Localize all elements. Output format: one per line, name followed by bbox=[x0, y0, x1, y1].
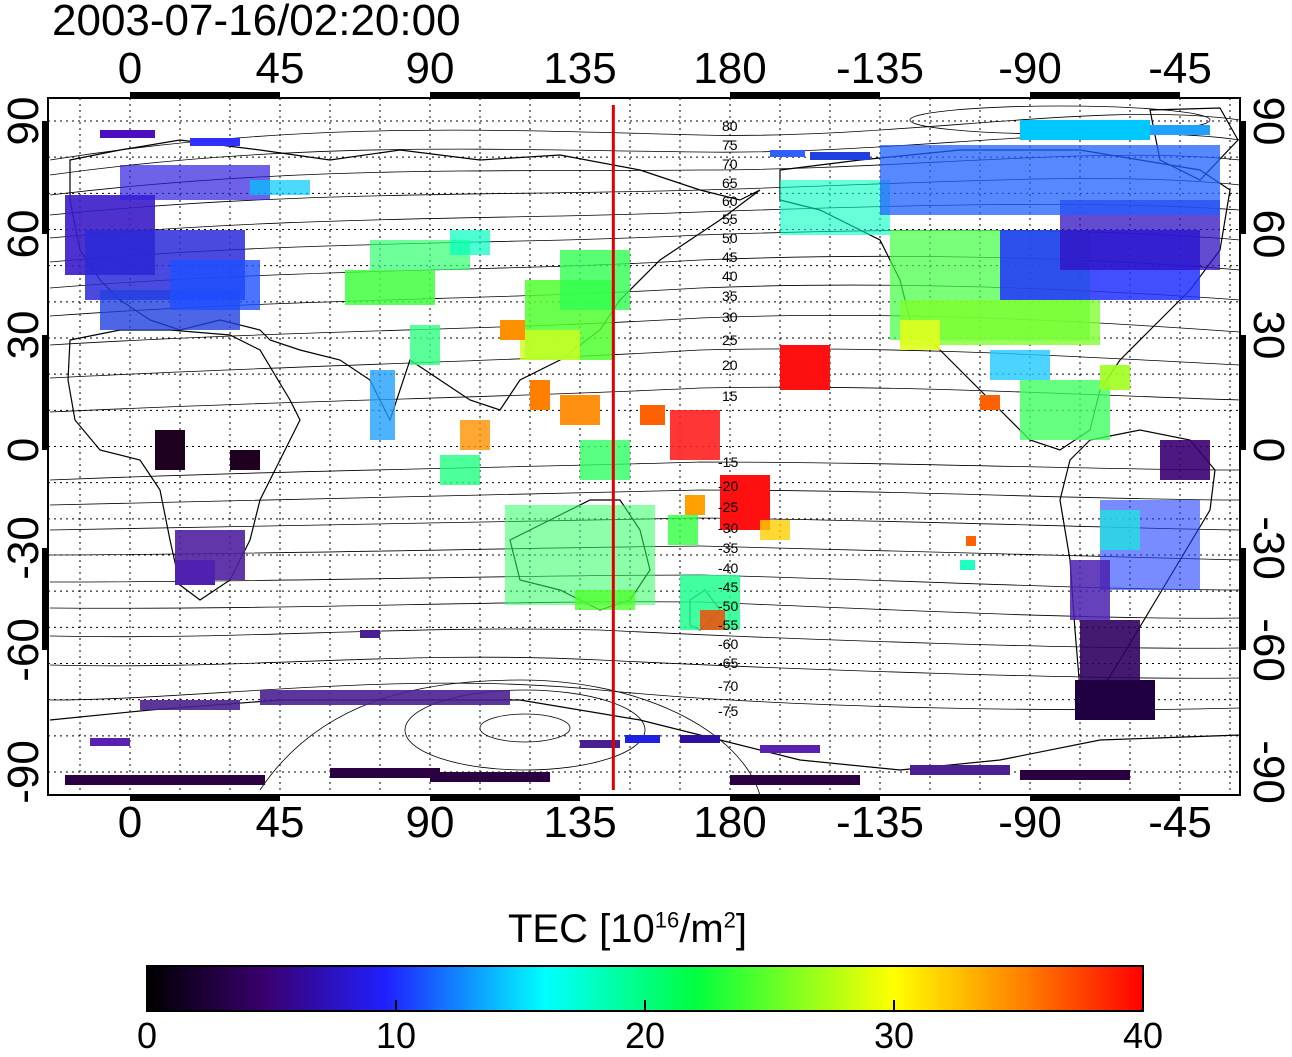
svg-text:15: 15 bbox=[722, 388, 738, 404]
colorbar-tick-label: 20 bbox=[624, 1015, 666, 1056]
lon-tick-bottom: -135 bbox=[835, 798, 925, 847]
svg-text:75: 75 bbox=[722, 137, 738, 153]
svg-text:-55: -55 bbox=[718, 617, 738, 633]
lon-tick-top: -135 bbox=[835, 44, 925, 93]
timestamp-title: 2003-07-16/02:20:00 bbox=[52, 0, 461, 45]
svg-text:-50: -50 bbox=[718, 598, 738, 614]
lon-tick-bottom: -45 bbox=[1148, 798, 1212, 847]
svg-text:20: 20 bbox=[722, 357, 738, 373]
svg-text:-70: -70 bbox=[718, 678, 738, 694]
lon-tick-top: 180 bbox=[693, 44, 767, 93]
svg-text:55: 55 bbox=[722, 211, 738, 227]
svg-text:40: 40 bbox=[722, 268, 738, 284]
svg-text:45: 45 bbox=[722, 249, 738, 265]
svg-text:-35: -35 bbox=[718, 540, 738, 556]
svg-text:-15: -15 bbox=[718, 454, 738, 470]
svg-text:-65: -65 bbox=[718, 655, 738, 671]
lon-tick-top: 90 bbox=[405, 44, 455, 93]
lon-tick-bottom: 0 bbox=[117, 798, 143, 847]
lon-tick-bottom: -90 bbox=[998, 798, 1062, 847]
svg-text:-30: -30 bbox=[718, 520, 738, 536]
colorbar-ticks bbox=[395, 1000, 895, 1011]
svg-text:-20: -20 bbox=[718, 478, 738, 494]
svg-text:50: 50 bbox=[722, 230, 738, 246]
tec-patches bbox=[65, 120, 1220, 785]
contour-labels: 80 75 70 65 60 55 50 45 40 35 30 25 20 1… bbox=[718, 118, 738, 719]
colorbar-tick-label: 0 bbox=[136, 1015, 158, 1056]
coast-antarctica bbox=[49, 699, 1240, 771]
svg-text:-25: -25 bbox=[718, 499, 738, 515]
svg-text:-45: -45 bbox=[718, 579, 738, 595]
svg-text:25: 25 bbox=[722, 332, 738, 348]
svg-text:-75: -75 bbox=[718, 703, 738, 719]
svg-text:30: 30 bbox=[722, 309, 738, 325]
frame-ticks bbox=[42, 92, 1246, 801]
lon-tick-top: 45 bbox=[255, 44, 305, 93]
lon-tick-bottom: 135 bbox=[543, 798, 617, 847]
svg-text:65: 65 bbox=[722, 175, 738, 191]
lon-tick-bottom: 90 bbox=[405, 798, 455, 847]
colorbar-title: TEC [1016/m2] bbox=[508, 907, 748, 951]
colorbar-tick-label: 10 bbox=[375, 1015, 417, 1056]
svg-text:-40: -40 bbox=[718, 560, 738, 576]
lon-tick-top: -45 bbox=[1148, 44, 1212, 93]
lon-tick-bottom: 180 bbox=[693, 798, 767, 847]
lon-tick-top: 0 bbox=[117, 44, 143, 93]
lon-tick-top: 135 bbox=[543, 44, 617, 93]
lon-tick-top: -90 bbox=[998, 44, 1062, 93]
svg-text:35: 35 bbox=[722, 288, 738, 304]
svg-text:80: 80 bbox=[722, 118, 738, 134]
colorbar-tick-label: 30 bbox=[873, 1015, 915, 1056]
svg-text:60: 60 bbox=[722, 193, 738, 209]
lon-tick-bottom: 45 bbox=[255, 798, 305, 847]
svg-text:70: 70 bbox=[722, 156, 738, 172]
colorbar-tick-label: 40 bbox=[1122, 1015, 1164, 1056]
svg-text:-60: -60 bbox=[718, 636, 738, 652]
